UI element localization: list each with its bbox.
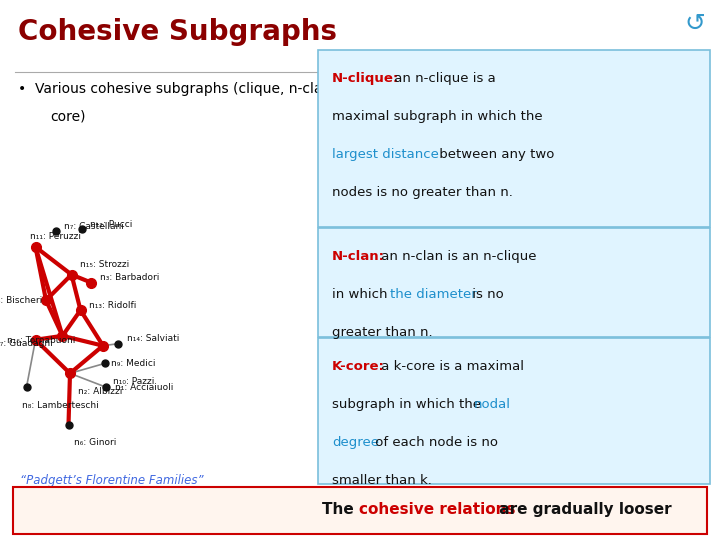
- Text: n₄: Bischeri: n₄: Bischeri: [0, 296, 42, 305]
- Text: nodal: nodal: [474, 398, 511, 411]
- Text: n₁₃: Ridolfi: n₁₃: Ridolfi: [89, 301, 137, 309]
- Text: maximal subgraph in which the: maximal subgraph in which the: [332, 110, 543, 123]
- Text: n₂: Albizzi: n₂: Albizzi: [78, 387, 122, 396]
- Text: n₇: Guadagni: n₇: Guadagni: [0, 339, 53, 348]
- Text: n₁: Acciaiuoli: n₁: Acciaiuoli: [115, 383, 174, 391]
- Text: N-clique:: N-clique:: [332, 72, 400, 85]
- Text: n₃: Barbadori: n₃: Barbadori: [100, 273, 159, 282]
- Text: smaller than k.: smaller than k.: [332, 474, 432, 487]
- Text: •  Various cohesive subgraphs (clique, n-clan, k-plex, k-: • Various cohesive subgraphs (clique, n-…: [18, 82, 404, 96]
- FancyBboxPatch shape: [318, 338, 710, 484]
- Text: largest distance: largest distance: [332, 148, 439, 161]
- Text: n₈: Lamberteschi: n₈: Lamberteschi: [22, 401, 98, 410]
- Text: cohesive relations: cohesive relations: [359, 502, 516, 517]
- Text: n₁₂: Pucci: n₁₂: Pucci: [90, 220, 132, 228]
- Text: nodes is no greater than n.: nodes is no greater than n.: [332, 186, 513, 199]
- Text: Cohesive Subgraphs: Cohesive Subgraphs: [18, 18, 337, 46]
- Text: in which: in which: [332, 288, 392, 301]
- FancyBboxPatch shape: [318, 50, 710, 227]
- Text: n₁₄: Salviati: n₁₄: Salviati: [127, 334, 179, 343]
- Text: n₁₆: Tornabuoni: n₁₆: Tornabuoni: [7, 336, 76, 345]
- Text: an n-clan is an n-clique: an n-clan is an n-clique: [377, 250, 536, 263]
- Text: an n-clique is a: an n-clique is a: [390, 72, 496, 85]
- Text: ↺: ↺: [685, 12, 706, 36]
- Text: N-clan:: N-clan:: [332, 250, 385, 263]
- Text: The: The: [322, 502, 359, 517]
- Text: n₁₁: Peruzzi: n₁₁: Peruzzi: [30, 232, 81, 241]
- Text: degree: degree: [332, 436, 379, 449]
- FancyBboxPatch shape: [13, 487, 707, 534]
- Text: K-core:: K-core:: [332, 360, 385, 373]
- Text: the diameter: the diameter: [390, 288, 477, 301]
- Text: core): core): [50, 110, 86, 124]
- Text: “Padgett’s Florentine Families”: “Padgett’s Florentine Families”: [20, 474, 204, 487]
- Text: n₁₀: Pazzi: n₁₀: Pazzi: [112, 377, 154, 386]
- Text: subgraph in which the: subgraph in which the: [332, 398, 485, 411]
- Text: a k-core is a maximal: a k-core is a maximal: [377, 360, 524, 373]
- FancyBboxPatch shape: [318, 228, 710, 337]
- Text: between any two: between any two: [436, 148, 554, 161]
- Text: n₉: Medici: n₉: Medici: [111, 359, 156, 368]
- Text: n₆: Ginori: n₆: Ginori: [73, 438, 116, 447]
- Text: of each node is no: of each node is no: [371, 436, 498, 449]
- Text: n₁₅: Strozzi: n₁₅: Strozzi: [79, 260, 129, 269]
- Text: is no: is no: [468, 288, 503, 301]
- Text: greater than n.: greater than n.: [332, 326, 433, 339]
- Text: are gradually looser: are gradually looser: [494, 502, 671, 517]
- Text: n₇: Castellani: n₇: Castellani: [65, 221, 125, 231]
